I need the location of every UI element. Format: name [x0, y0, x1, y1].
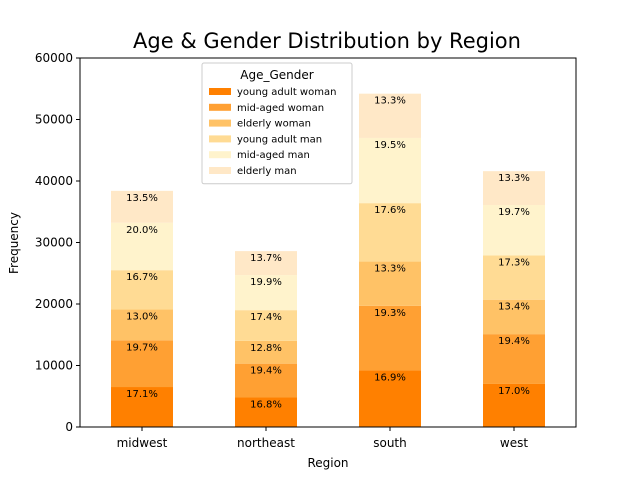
bar-segment [359, 137, 421, 204]
data-label: 13.0% [126, 312, 158, 323]
bar-segment [483, 334, 545, 384]
legend-title: Age_Gender [240, 68, 313, 82]
data-label: 17.3% [498, 257, 530, 268]
bar-segment [359, 370, 421, 427]
x-tick-label: northeast [237, 436, 295, 450]
bar-segment [359, 93, 421, 138]
bar-segment [359, 203, 421, 262]
bar-segment [235, 397, 297, 427]
data-label: 19.4% [498, 336, 530, 347]
data-label: 16.7% [126, 272, 158, 283]
legend-swatch [209, 103, 231, 111]
legend-swatch [209, 119, 231, 127]
bar-segment [111, 309, 173, 341]
y-tick-label: 20000 [35, 297, 73, 311]
bar-segment [111, 190, 173, 223]
data-label: 19.3% [374, 308, 406, 319]
data-label: 17.4% [250, 312, 282, 323]
bar-segment [483, 171, 545, 205]
x-tick-label: south [373, 436, 407, 450]
legend-entry: young adult woman [237, 87, 336, 98]
legend-entry: elderly man [237, 166, 297, 177]
bar-segment [235, 363, 297, 398]
bar-segment [483, 299, 545, 335]
legend-box [201, 62, 353, 185]
chart-title: Age & Gender Distribution by Region [133, 29, 521, 53]
data-label: 12.8% [250, 343, 282, 354]
legend-entry: mid-aged man [237, 150, 310, 161]
data-label: 19.4% [250, 366, 282, 377]
legend-swatch [209, 88, 231, 95]
bar-segment [359, 261, 421, 306]
x-axis-title: Region [307, 456, 348, 470]
data-label: 16.9% [374, 372, 406, 383]
bar-segment [483, 255, 545, 300]
y-axis-title: Frequency [7, 212, 21, 274]
bar-segment [235, 251, 297, 276]
data-label: 19.7% [126, 342, 158, 353]
data-label: 13.7% [250, 253, 282, 264]
data-label: 20.0% [126, 225, 158, 236]
bar-segment [111, 387, 173, 427]
data-label: 13.5% [126, 193, 158, 204]
bar-segment [111, 222, 173, 271]
x-tick-label: midwest [117, 436, 168, 450]
y-tick-label: 30000 [35, 236, 73, 250]
y-tick-label: 60000 [35, 51, 73, 65]
legend-entry: young adult man [237, 134, 322, 145]
bar-segment [235, 310, 297, 341]
data-label: 16.8% [250, 399, 282, 410]
data-label: 19.9% [250, 277, 282, 288]
legend-swatch [209, 135, 231, 143]
data-label: 13.3% [374, 96, 406, 107]
data-label: 17.0% [498, 386, 530, 397]
y-tick-label: 10000 [35, 359, 73, 373]
bar-segment [111, 270, 173, 310]
data-label: 13.4% [498, 302, 530, 313]
bar-segment [111, 340, 173, 388]
data-label: 13.3% [374, 264, 406, 275]
data-label: 19.5% [374, 140, 406, 151]
y-tick-label: 50000 [35, 113, 73, 127]
bar-segment [483, 383, 545, 427]
y-tick-label: 0 [65, 420, 73, 434]
bar-segment [483, 204, 545, 256]
data-label: 13.3% [498, 173, 530, 184]
data-label: 17.6% [374, 205, 406, 216]
plot-area: 17.1% 19.7% 13.0% 16.7% 20.0% 13.5% 16.8% 19.4%… [111, 93, 545, 427]
data-label: 19.7% [498, 207, 530, 218]
legend-swatch [209, 167, 231, 174]
x-tick-label: west [500, 436, 528, 450]
data-label: 17.1% [126, 389, 158, 400]
bar-segment [235, 275, 297, 311]
legend-swatch [209, 151, 231, 159]
axes: 0 10000 20000 30000 40000 50000 60000 midwest no… [35, 51, 577, 450]
bar-segment [235, 340, 297, 364]
bar-segment [359, 305, 421, 371]
legend-entry: mid-aged woman [237, 103, 324, 114]
legend-entry: elderly woman [237, 119, 311, 130]
y-tick-label: 40000 [35, 174, 73, 188]
